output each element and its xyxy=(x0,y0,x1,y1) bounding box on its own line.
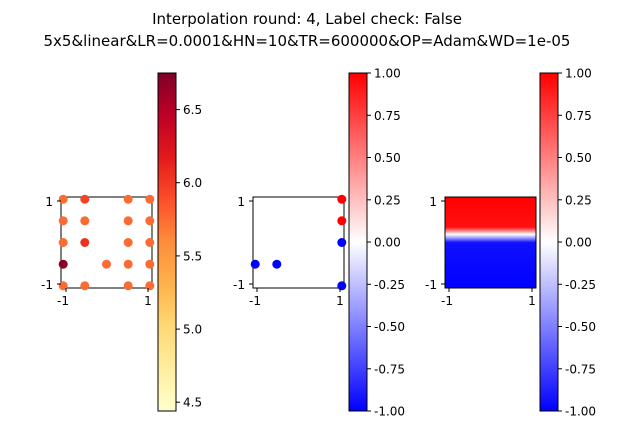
colorbar-2: -1.00 -0.75 -0.50 -0.25 0.00 0.25 0.50 0.75 1.00 xyxy=(348,67,405,419)
panel-1-point-3 xyxy=(145,194,155,204)
colorbar-3-tick-label-7: 0.75 xyxy=(565,109,592,123)
panel-1-point-13 xyxy=(102,259,111,269)
colorbar-3-tick-label-8: 1.00 xyxy=(565,67,592,81)
colorbar-3-tick-label-2: -0.50 xyxy=(565,320,596,334)
panel-1-point-6 xyxy=(123,216,133,226)
panel-1-point-17 xyxy=(80,281,90,291)
colorbar-2-gradient xyxy=(348,72,368,412)
panel-2-axes-frame xyxy=(252,196,345,289)
panel-1-point-10 xyxy=(123,238,133,247)
colorbar-3-ticks: -1.00 -0.75 -0.50 -0.25 0.00 0.25 0.50 0.75 1.00 xyxy=(558,67,596,419)
panel-1-point-0 xyxy=(58,194,68,204)
colorbar-2-tick-label-1: -0.75 xyxy=(374,362,405,376)
panel-3: -1 1 1 -1 xyxy=(425,195,537,308)
colorbar-2-ticks: -1.00 -0.75 -0.50 -0.25 0.00 0.25 0.50 0.75 1.00 xyxy=(367,67,405,419)
panel-2-point-1 xyxy=(337,216,347,226)
panel-1-point-2 xyxy=(123,194,133,204)
colorbar-2-tick-label-0: -1.00 xyxy=(374,405,405,419)
panel-1-x-tick-max: 1 xyxy=(144,294,152,308)
colorbar-2-tick-label-8: 1.00 xyxy=(374,67,401,81)
panel-2-point-5 xyxy=(337,281,347,291)
colorbar-1-tick-label-0: 4.5 xyxy=(183,396,202,410)
colorbar-3-tick-label-6: 0.50 xyxy=(565,151,592,165)
panel-1-point-19 xyxy=(145,281,155,291)
panel-1-y-tick-min: -1 xyxy=(41,278,53,292)
panel-2-point-0 xyxy=(337,194,347,204)
colorbar-3: -1.00 -0.75 -0.50 -0.25 0.00 0.25 0.50 0.75 1.00 xyxy=(539,67,596,419)
panel-2-point-2 xyxy=(337,238,347,247)
panel-1-point-4 xyxy=(58,216,68,226)
panel-3-y-tick-max: 1 xyxy=(429,195,437,209)
panel-1-point-15 xyxy=(145,259,155,269)
colorbar-3-tick-label-3: -0.25 xyxy=(565,278,596,292)
panel-3-x-tick-min: -1 xyxy=(441,294,453,308)
panel-1-point-18 xyxy=(123,281,133,291)
panel-1-point-12 xyxy=(58,259,68,269)
colorbar-2-tick-label-6: 0.50 xyxy=(374,151,401,165)
panel-2-point-3 xyxy=(250,259,260,269)
colorbar-1-gradient xyxy=(157,72,177,412)
panel-2: -1 1 1 -1 xyxy=(233,194,347,308)
colorbar-2-tick-label-5: 0.25 xyxy=(374,193,401,207)
colorbar-2-tick-label-2: -0.50 xyxy=(374,320,405,334)
panel-1: -1 1 1 -1 xyxy=(41,194,155,308)
panel-3-heatmap-image xyxy=(445,197,536,288)
colorbar-3-tick-label-5: 0.25 xyxy=(565,193,592,207)
panel-1-point-8 xyxy=(58,238,68,247)
colorbar-3-tick-label-1: -0.75 xyxy=(565,362,596,376)
colorbar-1-ticks: 4.5 5.0 5.5 6.0 6.5 xyxy=(176,103,202,410)
colorbar-2-tick-label-3: -0.25 xyxy=(374,278,405,292)
colorbar-1-tick-label-1: 5.0 xyxy=(183,323,202,337)
panel-2-point-4 xyxy=(272,259,282,269)
colorbar-2-tick-label-4: 0.00 xyxy=(374,236,401,250)
panel-2-y-tick-max: 1 xyxy=(237,195,245,209)
colorbar-2-tick-label-7: 0.75 xyxy=(374,109,401,123)
panel-1-point-1 xyxy=(80,194,90,204)
panel-2-x-tick-min: -1 xyxy=(249,294,261,308)
panel-3-axes-frame xyxy=(444,196,537,289)
figure-title-line-1: Interpolation round: 4, Label check: Fal… xyxy=(152,10,462,28)
colorbar-1-tick-label-4: 6.5 xyxy=(183,103,202,117)
colorbar-1-tick-label-2: 5.5 xyxy=(183,249,202,263)
panel-1-x-tick-min: -1 xyxy=(57,294,69,308)
panel-3-x-tick-max: 1 xyxy=(528,294,536,308)
panel-2-points xyxy=(250,194,347,291)
colorbar-3-tick-label-0: -1.00 xyxy=(565,405,596,419)
colorbar-3-gradient xyxy=(539,72,559,412)
colorbar-1: 4.5 5.0 5.5 6.0 6.5 xyxy=(157,72,202,412)
colorbar-3-tick-label-4: 0.00 xyxy=(565,236,592,250)
panel-1-y-tick-max: 1 xyxy=(45,195,53,209)
panel-1-point-9 xyxy=(80,238,90,247)
panel-3-y-tick-min: -1 xyxy=(425,278,437,292)
panel-1-point-5 xyxy=(80,216,90,226)
panel-2-x-tick-max: 1 xyxy=(336,294,344,308)
figure-title-line-2: 5x5&linear&LR=0.0001&HN=10&TR=600000&OP=… xyxy=(44,32,571,50)
panel-1-axes-frame xyxy=(60,196,153,289)
panel-1-point-14 xyxy=(123,259,133,269)
panel-1-point-7 xyxy=(145,216,155,226)
panel-1-points xyxy=(58,194,155,291)
panel-2-y-tick-min: -1 xyxy=(233,278,245,292)
colorbar-1-tick-label-3: 6.0 xyxy=(183,176,202,190)
panel-1-point-11 xyxy=(145,238,155,247)
